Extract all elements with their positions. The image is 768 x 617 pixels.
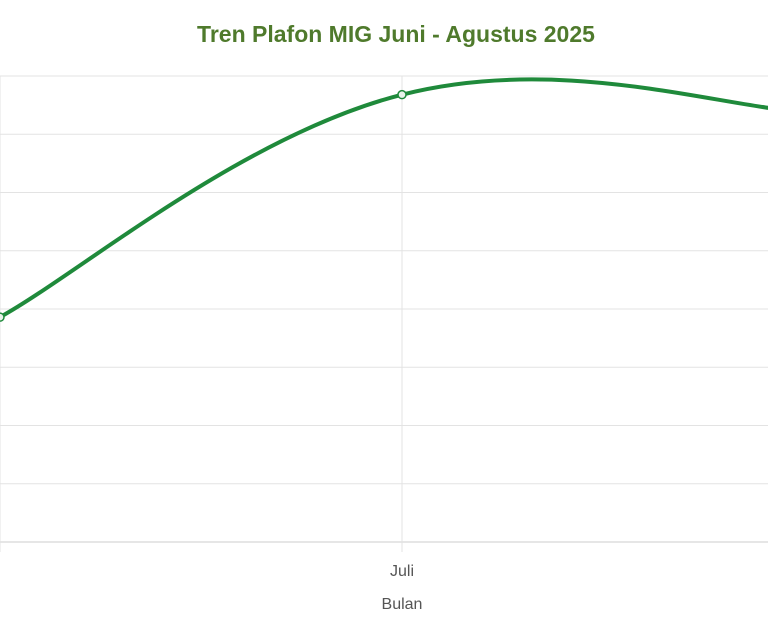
chart-title: Tren Plafon MIG Juni - Agustus 2025: [197, 21, 595, 47]
plot-area: Juli: [0, 75, 768, 580]
data-point: [397, 89, 407, 100]
x-tick-label: Juli: [390, 563, 414, 580]
line-series: [0, 77, 768, 319]
x-axis-label: Bulan: [382, 596, 423, 613]
data-point: [0, 312, 5, 322]
